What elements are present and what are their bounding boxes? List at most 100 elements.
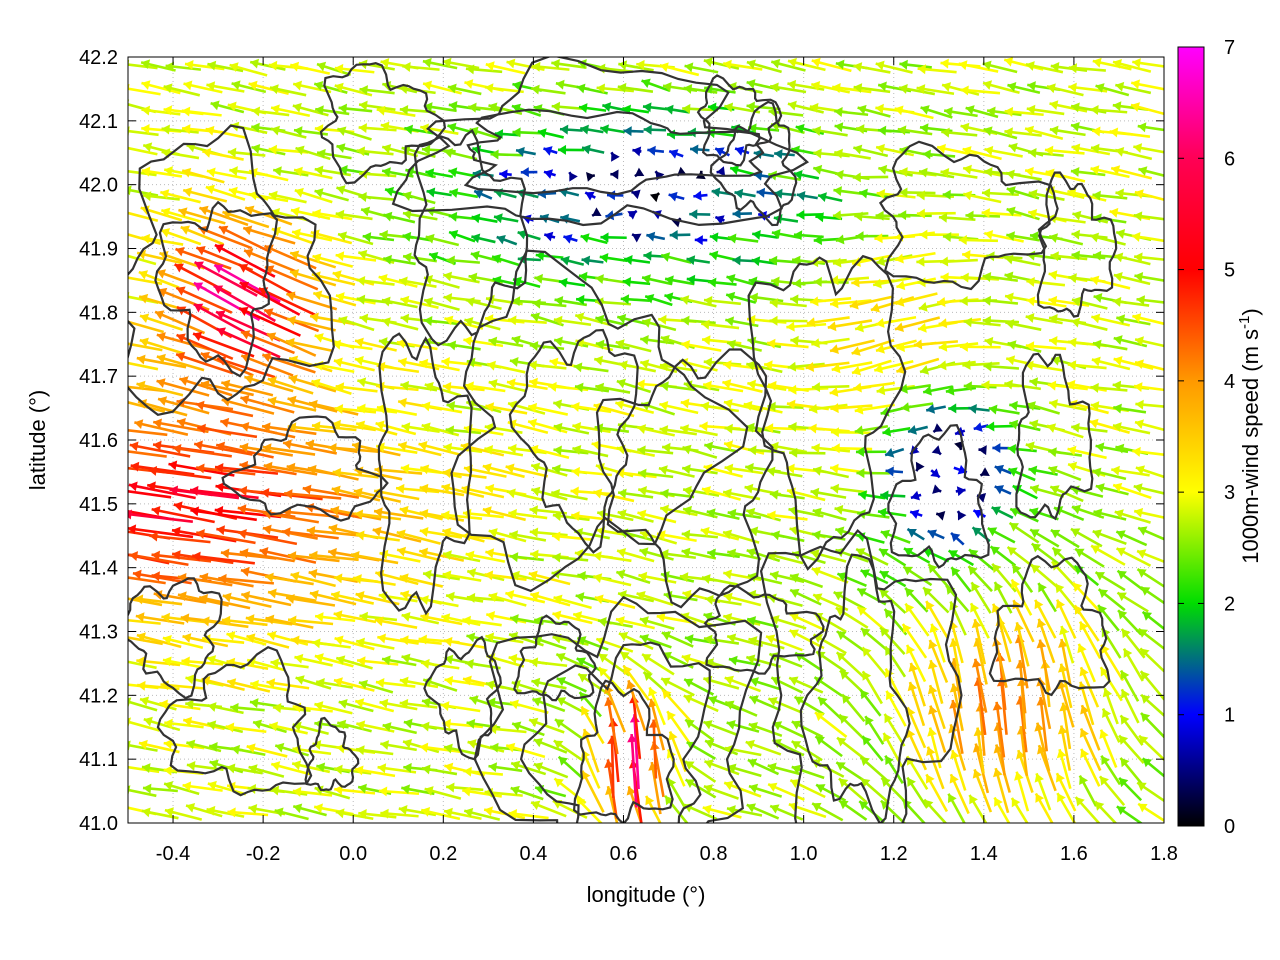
wind-arrow-head — [647, 145, 656, 156]
wind-arrow-head — [490, 149, 499, 160]
wind-arrow-head — [128, 697, 132, 707]
wind-arrow-head — [482, 463, 492, 473]
wind-arrow-head — [231, 744, 241, 755]
wind-arrow-head — [231, 80, 241, 91]
wind-arrow-head — [681, 653, 691, 664]
wind-arrow-head — [230, 702, 239, 713]
wind-arrow-head — [595, 382, 605, 393]
wind-arrow-head — [543, 146, 553, 156]
wind-arrow-head — [446, 255, 455, 266]
wind-arrow-head — [238, 529, 247, 539]
wind-arrow-head — [959, 295, 968, 306]
wind-vectors — [117, 57, 1164, 823]
wind-arrow-head — [1138, 628, 1149, 638]
wind-arrow-head — [419, 483, 429, 494]
wind-arrow-head — [128, 717, 132, 728]
wind-arrow-head — [927, 727, 937, 737]
wind-arrow-head — [488, 102, 498, 113]
terrain-contour-line — [799, 553, 911, 823]
wind-arrow-head — [337, 126, 347, 137]
wind-arrow-head — [885, 447, 895, 458]
wind-arrow-head — [535, 250, 545, 261]
wind-arrow-head — [401, 653, 411, 664]
wind-arrow-head — [309, 550, 318, 561]
wind-arrow-head — [701, 574, 711, 584]
wind-arrow-head — [986, 421, 995, 432]
wind-arrow-head — [553, 315, 563, 326]
wind-arrow-head — [471, 233, 481, 244]
wind-arrow-head — [578, 673, 588, 683]
wind-arrow-head — [767, 401, 776, 412]
wind-arrow-head — [942, 82, 952, 92]
wind-arrow-head — [981, 208, 990, 219]
wind-arrow-shaft — [169, 488, 240, 500]
wind-arrow-head — [1052, 547, 1062, 557]
wind-arrow-head — [207, 702, 217, 712]
wind-arrow-head — [1058, 639, 1068, 648]
wind-arrow-head — [896, 342, 905, 353]
wind-arrow-head — [709, 250, 719, 261]
wind-arrow-head — [510, 785, 520, 796]
wind-arrow-head — [216, 327, 227, 337]
wind-arrow-head — [875, 210, 884, 221]
wind-arrow-head — [375, 420, 385, 431]
wind-arrow-head — [1092, 250, 1102, 261]
x-tick-label: 1.0 — [790, 843, 818, 865]
wind-arrow-head — [420, 612, 430, 623]
wind-arrow-head — [400, 635, 409, 646]
wind-arrow-head — [858, 490, 867, 501]
wind-arrow-head — [1008, 142, 1018, 153]
wind-arrow-head — [1131, 232, 1141, 242]
wind-arrow-head — [560, 255, 570, 266]
wind-arrow-shaft — [128, 63, 158, 70]
wind-arrow-head — [615, 468, 625, 479]
wind-arrow-head — [508, 653, 518, 664]
wind-arrow-head — [906, 644, 916, 655]
wind-arrow-head — [746, 547, 756, 558]
wind-arrow-head — [128, 185, 132, 196]
wind-arrow-head — [616, 378, 626, 389]
wind-arrow-head — [940, 58, 949, 69]
wind-arrow-head — [660, 549, 669, 560]
wind-arrow-head — [580, 124, 589, 135]
wind-arrow-head — [664, 104, 674, 115]
wind-arrow-shaft — [128, 87, 161, 96]
wind-arrow-head — [959, 341, 968, 352]
wind-arrow-head — [837, 572, 847, 582]
wind-arrow-head — [968, 566, 978, 576]
wind-arrow-head — [830, 298, 839, 309]
colorbar-tick-label: 3 — [1224, 482, 1235, 504]
wind-arrow-head — [1071, 504, 1082, 515]
wind-arrow-shaft — [130, 464, 195, 476]
wind-arrow-head — [207, 720, 217, 731]
wind-arrow-shaft — [631, 694, 642, 760]
wind-arrow-head — [1025, 166, 1034, 177]
wind-arrow-head — [962, 249, 971, 260]
wind-arrow-head — [225, 722, 235, 733]
wind-arrow-head — [1109, 207, 1119, 218]
wind-arrow-head — [1135, 465, 1146, 475]
wind-arrow-head — [214, 244, 225, 254]
wind-arrow-head — [424, 297, 434, 307]
wind-arrow-head — [294, 187, 304, 198]
wind-arrow-head — [117, 316, 126, 326]
wind-arrow-head — [836, 762, 846, 771]
wind-arrow-head — [1068, 63, 1078, 74]
wind-arrow-head — [920, 105, 930, 115]
wind-arrow-head — [792, 255, 801, 266]
wind-arrow-head — [1092, 126, 1101, 137]
wind-arrow-head — [273, 166, 282, 177]
wind-arrow-head — [790, 588, 800, 598]
wind-arrow-head — [1132, 446, 1141, 457]
wind-arrow-head — [626, 786, 637, 796]
wind-arrow-head — [285, 337, 295, 348]
wind-arrow-head — [842, 694, 852, 704]
wind-arrow-head — [1026, 276, 1035, 287]
wind-arrow-head — [748, 123, 757, 134]
wind-arrow-head — [380, 808, 389, 819]
wind-arrow-head — [117, 802, 126, 812]
wind-arrow-head — [424, 382, 434, 392]
wind-arrow-head — [1004, 254, 1014, 265]
wind-arrow-head — [419, 358, 429, 369]
wind-arrow-head — [1071, 143, 1081, 154]
